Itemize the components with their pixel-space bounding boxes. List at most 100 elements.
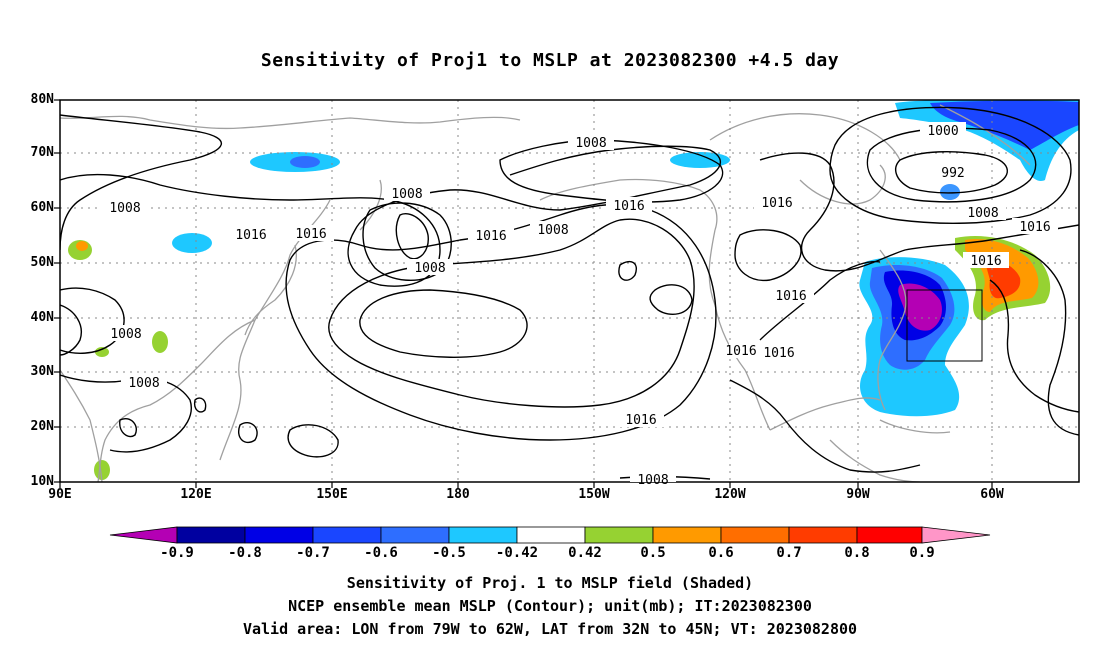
contour-1016-west <box>60 287 125 354</box>
colorbar-label: 0.7 <box>776 545 802 561</box>
caption-valid-area: Valid area: LON from 79W to 62W, LAT fro… <box>242 620 858 638</box>
lat-label-60n: 60N <box>30 200 54 215</box>
shade-neg-siberia-core <box>290 156 320 168</box>
svg-text:1016: 1016 <box>761 196 792 211</box>
contour-label: 1016 <box>725 342 757 359</box>
lat-label-70n: 70N <box>30 145 54 160</box>
svg-text:1008: 1008 <box>967 206 998 221</box>
colorbar-label: -0.5 <box>432 545 466 561</box>
contour-atlantic-high <box>1019 249 1079 436</box>
valid-area-box <box>906 289 983 362</box>
contour-labels: 1008 1000 992 1008 1016 1016 1016 1008 1… <box>102 122 1058 488</box>
colorbar-segment <box>448 526 518 544</box>
shade-negative-east-us-peak <box>898 283 942 331</box>
colorbar-high-triangle <box>921 526 991 544</box>
contour-1016-small-b <box>649 284 693 316</box>
contour-label: 1016 <box>606 197 652 214</box>
coast-kamchatka <box>359 179 382 231</box>
colorbar-label: -0.9 <box>160 545 194 561</box>
contour-atlantic-east <box>989 279 1079 413</box>
coast-hudson <box>799 164 886 205</box>
svg-text:1016: 1016 <box>295 227 326 242</box>
contour-1008-low <box>829 106 1072 224</box>
contour-label: 1008 <box>121 374 167 391</box>
shade-neg-labrador <box>940 184 960 200</box>
contour-992-low <box>894 151 1008 194</box>
colorbar-segment <box>720 526 790 544</box>
svg-text:1008: 1008 <box>109 201 140 216</box>
contour-1008-kamchatka <box>395 213 429 260</box>
map-frame <box>59 99 1080 483</box>
colorbar-segment <box>244 526 314 544</box>
colorbar-segment <box>380 526 450 544</box>
colorbar-label: 0.8 <box>844 545 870 561</box>
contour-label: 1016 <box>288 225 334 242</box>
colorbar-segment <box>516 526 586 544</box>
contour-1008-north <box>60 114 222 251</box>
lat-label-30n: 30N <box>30 364 54 379</box>
colorbar-low-triangle <box>109 526 178 544</box>
sensitivity-shading <box>68 100 1079 480</box>
svg-text:1016: 1016 <box>970 254 1001 269</box>
svg-text:1008: 1008 <box>575 136 606 151</box>
svg-text:1016: 1016 <box>775 289 806 304</box>
coast-na-east <box>877 249 907 411</box>
lon-label-150e: 150E <box>316 487 348 502</box>
axis-ticks <box>54 99 993 488</box>
colorbar-segment <box>312 526 382 544</box>
contour-label: 1008 <box>530 221 576 238</box>
shade-negative-greenland-core <box>930 100 1079 150</box>
svg-text:1016: 1016 <box>625 413 656 428</box>
svg-text:1016: 1016 <box>725 344 756 359</box>
shade-pos-bay <box>95 347 109 357</box>
contour-label: 1008 <box>384 185 430 202</box>
plot-title: Sensitivity of Proj1 to MSLP at 20230823… <box>260 50 840 71</box>
caption-shading: Sensitivity of Proj. 1 to MSLP field (Sh… <box>346 574 754 592</box>
lon-label-120e: 120E <box>180 487 212 502</box>
colorbar-label: -0.6 <box>364 545 398 561</box>
colorbar-label: 0.9 <box>909 545 935 561</box>
grid-lines <box>60 100 1079 482</box>
svg-text:1008: 1008 <box>637 473 668 488</box>
contour-label: 1008 <box>960 204 1006 221</box>
contour-1016-pacific-high <box>328 218 695 408</box>
contour-label: 1016 <box>754 194 800 211</box>
coast-asia-north <box>60 115 521 130</box>
contour-1016-pacific-inner <box>359 289 528 358</box>
contour-label: 1008 <box>102 199 148 216</box>
lat-label-80n: 80N <box>30 92 54 107</box>
contour-label: 1016 <box>228 226 274 243</box>
contour-label: 1016 <box>1012 218 1058 235</box>
contour-1008-small-b <box>238 422 258 444</box>
lon-label-150w: 150W <box>578 487 610 502</box>
lon-label-90e: 90E <box>48 487 72 502</box>
lat-label-20n: 20N <box>30 419 54 434</box>
coast-japan <box>244 244 297 336</box>
svg-text:1016: 1016 <box>763 346 794 361</box>
contour-label: 1016 <box>618 411 664 428</box>
colorbar <box>109 526 991 544</box>
svg-text:1008: 1008 <box>414 261 445 276</box>
colorbar-segment <box>584 526 654 544</box>
contour-1008-small-c <box>287 424 339 458</box>
lon-label-180: 180 <box>446 487 470 502</box>
contour-1008-small <box>193 397 207 413</box>
colorbar-label: -0.8 <box>228 545 262 561</box>
svg-text:1016: 1016 <box>235 228 266 243</box>
contour-label: 1008 <box>630 471 676 488</box>
contour-label: 1008 <box>103 325 149 342</box>
shade-neg-china <box>172 233 212 253</box>
lon-label-90w: 90W <box>846 487 870 502</box>
coast-china <box>97 319 256 482</box>
colorbar-label: 0.5 <box>640 545 666 561</box>
svg-text:1016: 1016 <box>1019 220 1050 235</box>
lon-label-60w: 60W <box>980 487 1004 502</box>
svg-text:1008: 1008 <box>391 187 422 202</box>
contour-1016-south <box>729 379 921 473</box>
contour-1008-sw <box>60 374 192 453</box>
contour-north-band <box>60 145 722 287</box>
colorbar-label: -0.42 <box>495 545 539 561</box>
coast-india <box>60 369 103 482</box>
lat-label-10n: 10N <box>30 474 54 489</box>
coast-central-am <box>829 439 921 482</box>
